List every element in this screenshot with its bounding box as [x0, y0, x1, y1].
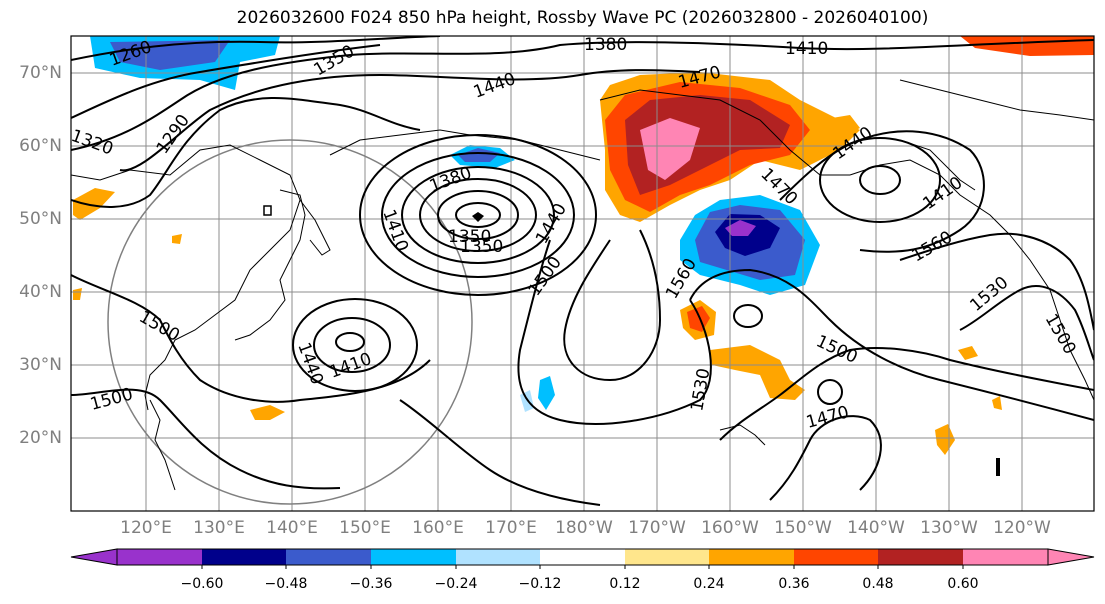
contour-label: 1470: [804, 402, 851, 433]
map-title: 2026032600 F024 850 hPa height, Rossby W…: [236, 8, 929, 28]
lon-label-120w: 120°W: [993, 518, 1051, 538]
colorbar-segment: [202, 549, 286, 565]
lon-label-140e: 140°E: [266, 518, 318, 538]
colorbar-segment: [794, 549, 878, 565]
contour-label: 1500: [525, 253, 566, 300]
colorbar-tick: 0.48: [862, 576, 894, 592]
colorbar-segment: [625, 549, 709, 565]
contour-label: 1500: [88, 384, 135, 415]
lon-label-160w: 160°W: [701, 518, 759, 538]
contour-label: 1560: [662, 255, 701, 302]
colorbar-frame: [116, 548, 1049, 566]
contour-label: 1500: [1041, 311, 1080, 358]
colorbar: [70, 548, 1095, 569]
colorbar-tick: 0.60: [947, 576, 979, 592]
lon-label-150w: 150°W: [774, 518, 832, 538]
lat-label-60n: 60°N: [19, 136, 62, 156]
colorbar-extend-max: [1047, 548, 1095, 566]
contour-label: 1320: [68, 126, 115, 160]
colorbar-segment: [878, 549, 963, 565]
colorbar-segment: [709, 549, 794, 565]
contour-label: 1380: [584, 35, 627, 55]
colorbar-tick: −0.24: [434, 576, 478, 592]
lat-label-20n: 20°N: [19, 428, 62, 448]
lon-label-120e: 120°E: [120, 518, 172, 538]
colorbar-tick: −0.48: [264, 576, 308, 592]
contour-label: 1500: [813, 331, 861, 367]
lon-label-150e: 150°E: [339, 518, 391, 538]
center-markers: [263, 205, 1000, 476]
contour-label: 1350: [311, 41, 358, 80]
lat-label-40n: 40°N: [19, 282, 62, 302]
colorbar-segment: [286, 549, 371, 565]
contour-label: 1530: [687, 367, 714, 413]
height-contours: [71, 36, 1094, 506]
colorbar-tick: 0.24: [693, 576, 725, 592]
contour-label: 1290: [153, 111, 194, 158]
plot-frame: [70, 35, 1095, 512]
lat-label-30n: 30°N: [19, 355, 62, 375]
lon-label-130e: 130°E: [193, 518, 245, 538]
lon-label-130w: 130°W: [920, 518, 978, 538]
colorbar-segment: [456, 549, 540, 565]
region-circle: [107, 139, 473, 505]
contour-label: 1350: [460, 237, 503, 257]
contour-label: 1500: [136, 307, 183, 346]
lat-label-70n: 70°N: [19, 63, 62, 83]
lat-label-50n: 50°N: [19, 209, 62, 229]
colorbar-tick: 0.12: [609, 576, 641, 592]
lon-label-180w: 180°W: [555, 518, 613, 538]
contour-label: 1350: [448, 227, 491, 247]
colorbar-tick: −0.60: [180, 576, 224, 592]
graticule: [71, 36, 1094, 511]
contour-label: 1410: [785, 39, 828, 59]
colorbar-segment: [117, 549, 202, 565]
contour-labels: 1260 1350 1380 1410 1290 1320 1440 1470 …: [68, 35, 1080, 433]
colorbar-tick: 0.36: [778, 576, 810, 592]
lon-label-170e: 170°E: [485, 518, 537, 538]
colorbar-tick: −0.12: [518, 576, 562, 592]
contour-label: 1410: [327, 349, 374, 383]
colorbar-extend-min: [70, 548, 118, 566]
colorbar-tick: −0.36: [349, 576, 393, 592]
anomaly-shading: [73, 36, 1094, 455]
lon-label-140w: 140°W: [847, 518, 905, 538]
lon-label-160e: 160°E: [412, 518, 464, 538]
colorbar-segment: [963, 549, 1048, 565]
colorbar-segment: [540, 549, 625, 565]
colorbar-segment: [371, 549, 456, 565]
lon-label-170w: 170°W: [628, 518, 686, 538]
